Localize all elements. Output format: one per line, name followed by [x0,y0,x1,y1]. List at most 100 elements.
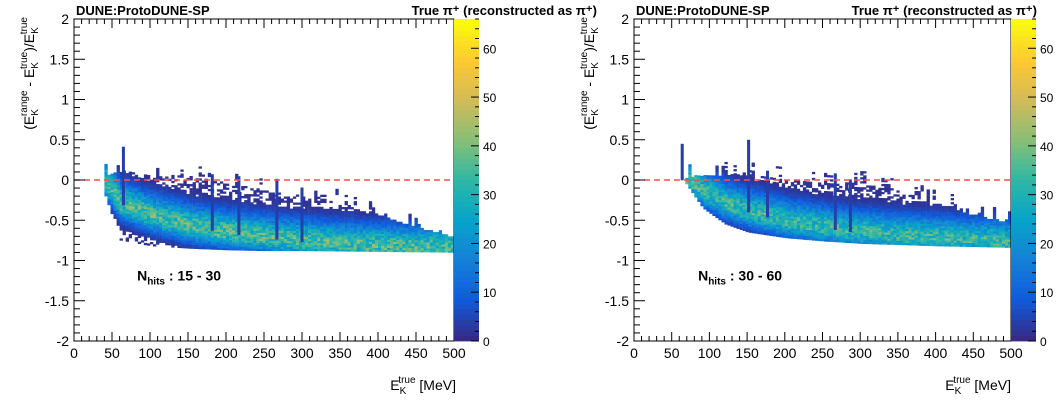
heatmap-cell [734,187,737,189]
heatmap-cell [120,206,123,208]
heatmap-cell [806,196,809,198]
heatmap-cell [430,230,433,232]
heatmap-cell [366,237,369,239]
heatmap-cell [357,237,360,239]
heatmap-cell [177,234,180,236]
heatmap-cell [281,229,284,231]
heatmap-cell [806,206,809,208]
heatmap-cell [418,246,421,248]
heatmap-cell [363,211,366,213]
heatmap-cell [694,183,697,185]
heatmap-cell [117,215,120,217]
heatmap-cell [758,214,761,216]
heatmap-cell [415,222,418,224]
heatmap-cell [800,209,803,211]
heatmap-cell [740,191,743,193]
heatmap-cell [135,227,138,229]
heatmap-cell [311,241,314,243]
heatmap-cell [237,206,240,208]
heatmap-cell [405,240,408,242]
heatmap-cell [211,215,214,217]
heatmap-cell [214,217,217,219]
heatmap-cell [860,201,863,203]
heatmap-cell [770,234,773,236]
heatmap-cell [144,191,147,193]
heatmap-cell [287,231,290,233]
heatmap-cell [244,224,247,226]
heatmap-cell [869,216,872,218]
heatmap-cell [229,198,232,200]
heatmap-cell [250,226,253,228]
heatmap-cell [815,200,818,202]
heatmap-cell [165,235,168,237]
heatmap-cell [180,212,183,214]
heatmap-cell [211,192,214,194]
heatmap-cell [399,240,402,242]
heatmap-cell [815,218,818,220]
heatmap-cell [809,204,812,206]
heatmap-cell [156,238,159,240]
heatmap-cell [372,223,375,225]
heatmap-cell [348,227,351,229]
heatmap-cell [372,219,375,221]
heatmap-cell [208,245,211,247]
heatmap-cell [758,202,761,204]
heatmap-cell [372,238,375,240]
heatmap-cell [782,225,785,227]
heatmap-cell [797,193,800,195]
heatmap-cell [326,219,329,221]
heatmap-cell [715,204,718,206]
heatmap-cell [824,207,827,209]
heatmap-cell [199,217,202,219]
heatmap-cell [881,198,884,200]
heatmap-cell [875,236,878,238]
heatmap-cell [737,188,740,190]
heatmap-cell [806,226,809,228]
heatmap-cell [223,212,226,214]
heatmap-cell [111,204,114,206]
heatmap-cell [842,202,845,204]
heatmap-cell [187,206,190,208]
heatmap-cell [824,219,827,221]
heatmap-cell [752,199,755,201]
heatmap-cell [293,233,296,235]
heatmap-cell [737,227,740,229]
heatmap-cell [881,208,884,210]
heatmap-cell [162,237,165,239]
heatmap-cell [785,182,788,184]
heatmap-cell [797,237,800,239]
heatmap-cell [208,217,211,219]
heatmap-cell [296,229,299,231]
heatmap-cell [809,208,812,210]
heatmap-cell [734,226,737,228]
heatmap-cell [339,205,342,207]
heatmap-cell [866,194,869,196]
heatmap-cell [335,217,338,219]
heatmap-cell [314,239,317,241]
heatmap-cell [129,210,132,212]
heatmap-cell [232,200,235,202]
heatmap-cell [809,206,812,208]
heatmap-cell [700,180,703,182]
heatmap-cell [232,212,235,214]
heatmap-cell [372,225,375,227]
heatmap-cell [390,246,393,248]
heatmap-cell [293,219,296,221]
heatmap-cell [144,225,147,227]
heatmap-cell [220,220,223,222]
heatmap-cell [360,231,363,233]
heatmap-cell [439,244,442,246]
heatmap-cell [305,235,308,237]
heatmap-cell [114,176,117,178]
heatmap-cell [715,202,718,204]
heatmap-cell [797,191,800,193]
heatmap-cell [357,239,360,241]
heatmap-cell [247,244,250,246]
heatmap-cell [180,176,183,178]
heatmap-cell [177,214,180,216]
heatmap-cell [156,202,159,204]
heatmap-cell [114,172,117,174]
heatmap-cell [317,223,320,225]
color-scale-cell [454,266,479,272]
heatmap-cell [226,244,229,246]
